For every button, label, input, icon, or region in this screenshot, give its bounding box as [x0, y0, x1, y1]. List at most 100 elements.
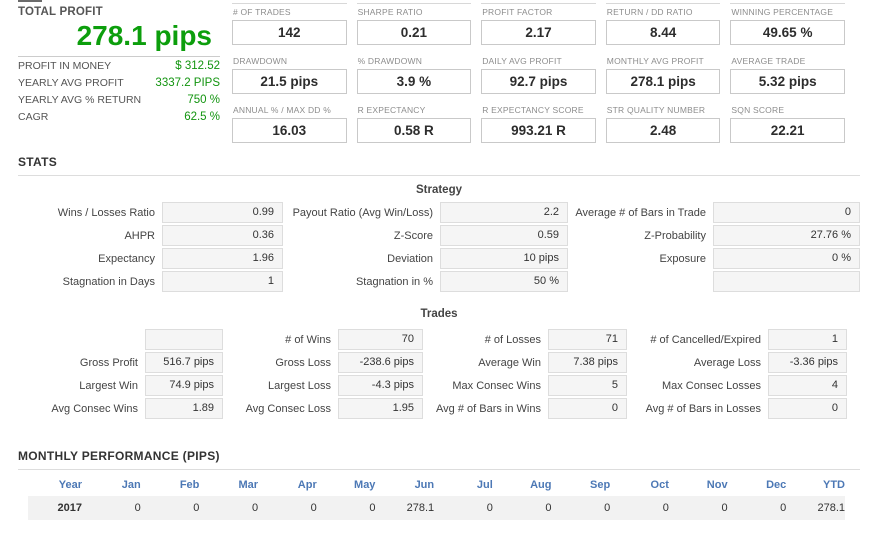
stat-label: # of Wins	[285, 333, 331, 346]
month-value-cell: 278.1	[817, 502, 845, 514]
metric-label: RETURN / DD RATIO	[605, 3, 721, 20]
summary-value: 750 %	[187, 94, 220, 106]
trades-subsection: Trades # of Wins 70 # of Losses 71 # of …	[18, 308, 860, 419]
month-header: Sep	[590, 478, 611, 491]
strategy-row: Wins / Losses Ratio 0.99 Payout Ratio (A…	[18, 202, 860, 223]
metric-label: DRAWDOWN	[233, 56, 288, 66]
stat-label: Deviation	[387, 252, 433, 265]
metric-cell: AVERAGE TRADE 5.32 pips	[730, 53, 845, 94]
stat-label: Stagnation in Days	[62, 275, 155, 288]
month-header: Dec	[766, 478, 787, 491]
metric-value-box: 0.21	[356, 20, 472, 45]
stat-value-box: 0	[768, 398, 847, 419]
stat-label: Average Win	[478, 356, 541, 369]
stat-label: Largest Win	[79, 379, 138, 392]
metric-label: R EXPECTANCY SCORE	[482, 105, 584, 115]
metrics-grid: # OF TRADES 142 SHARPE RATIO 0.21 PROFIT…	[232, 3, 845, 143]
stat-label: Largest Loss	[268, 379, 331, 392]
stat-value-box: 27.76 %	[713, 225, 860, 246]
stat-label: Avg # of Bars in Losses	[645, 402, 761, 415]
summary-value: 62.5 %	[184, 111, 220, 123]
trades-row: Gross Profit 516.7 pips Gross Loss -238.…	[18, 352, 860, 373]
metric-cell: DAILY AVG PROFIT 92.7 pips	[481, 53, 596, 94]
summary-row: CAGR 62.5 %	[18, 108, 220, 125]
stat-value-box	[713, 271, 860, 292]
month-header: Jan	[121, 478, 141, 491]
summary-row: YEARLY AVG % RETURN 750 %	[18, 91, 220, 108]
monthly-performance-title: MONTHLY PERFORMANCE (PIPS)	[18, 449, 220, 463]
metric-label: SQN SCORE	[731, 105, 785, 115]
stat-label: Avg # of Bars in Wins	[436, 402, 541, 415]
stat-value-box: 0.36	[162, 225, 283, 246]
month-header: Jun	[414, 478, 435, 491]
stat-value-box: 1.95	[338, 398, 423, 419]
month-value-cell: 0	[780, 502, 787, 514]
metric-cell: DRAWDOWN 21.5 pips	[232, 53, 347, 94]
stat-value-box: 50 %	[440, 271, 568, 292]
summary-row: YEARLY AVG PROFIT 3337.2 PIPS	[18, 74, 220, 91]
strategy-title: Strategy	[415, 184, 463, 196]
summary-label: PROFIT IN MONEY	[18, 60, 112, 72]
metric-value-box: 8.44	[605, 20, 721, 45]
metric-label: MONTHLY AVG PROFIT	[606, 56, 704, 66]
stat-value-box: 0 %	[713, 248, 860, 269]
metric-label: PROFIT FACTOR	[481, 3, 596, 20]
metric-label: SHARPE RATIO	[356, 3, 472, 20]
strategy-subsection: Strategy Wins / Losses Ratio 0.99 Payout…	[18, 184, 860, 292]
month-value-cell: 0	[545, 502, 552, 514]
strategy-row: Expectancy 1.96 Deviation 10 pips Exposu…	[18, 248, 860, 269]
stat-label: Average Loss	[693, 356, 761, 369]
total-profit-title: TOTAL PROFIT	[18, 6, 103, 18]
trades-row: Avg Consec Wins 1.89 Avg Consec Loss 1.9…	[18, 398, 860, 419]
stat-value-box: 5	[548, 375, 627, 396]
stat-label: Gross Profit	[79, 356, 138, 369]
stat-label: Payout Ratio (Avg Win/Loss)	[292, 206, 433, 219]
top-edge-fragment	[18, 0, 42, 2]
stat-value-box: 1.96	[162, 248, 283, 269]
stat-value-box: -238.6 pips	[338, 352, 423, 373]
stat-label: Z-Score	[393, 229, 433, 242]
stat-label: Wins / Losses Ratio	[57, 206, 155, 219]
stat-label: Avg Consec Loss	[245, 402, 331, 415]
metric-cell: % DRAWDOWN 3.9 %	[356, 53, 472, 94]
stat-value-box: 0	[713, 202, 860, 223]
summary-row: PROFIT IN MONEY $ 312.52	[18, 57, 220, 74]
month-header: Oct	[650, 478, 669, 491]
strategy-row: Stagnation in Days 1 Stagnation in % 50 …	[18, 271, 860, 292]
metric-cell: RETURN / DD RATIO 8.44	[605, 3, 721, 45]
metric-cell: R EXPECTANCY 0.58 R	[356, 102, 472, 143]
month-header: Jul	[476, 478, 493, 491]
stat-label: # of Losses	[484, 333, 541, 346]
stat-value-box: 10 pips	[440, 248, 568, 269]
month-value-cell: 0	[662, 502, 669, 514]
metric-cell: ANNUAL % / MAX DD % 16.03	[232, 102, 347, 143]
trades-row: # of Wins 70 # of Losses 71 # of Cancell…	[18, 329, 860, 350]
year-cell: 2017	[57, 502, 82, 514]
metric-cell: STR QUALITY NUMBER 2.48	[605, 102, 721, 143]
metric-label: R EXPECTANCY	[357, 105, 426, 115]
monthly-data-row: 2017 0 0 0 0 0 278.1 0 0 0 0 0 0 278.1	[28, 496, 845, 520]
trades-row: Largest Win 74.9 pips Largest Loss -4.3 …	[18, 375, 860, 396]
month-header: YTD	[823, 478, 845, 491]
stat-label: Max Consec Losses	[661, 379, 761, 392]
metric-label: DAILY AVG PROFIT	[482, 56, 562, 66]
metric-value-box: 142	[232, 20, 347, 45]
stat-label: Stagnation in %	[355, 275, 433, 288]
summary-label: CAGR	[18, 111, 49, 123]
metric-label: WINNING PERCENTAGE	[730, 3, 845, 20]
strategy-row: AHPR 0.36 Z-Score 0.59 Z-Probability 27.…	[18, 225, 860, 246]
month-value-cell: 0	[251, 502, 259, 514]
monthly-performance-section: MONTHLY PERFORMANCE (PIPS) Year Jan Feb …	[18, 449, 860, 520]
stat-label: Z-Probability	[644, 229, 706, 242]
metric-value-box: 22.21	[730, 118, 845, 143]
month-header: Mar	[238, 478, 259, 491]
total-profit-panel: TOTAL PROFIT 278.1 pips PROFIT IN MONEY …	[18, 3, 220, 143]
stat-value-box: 70	[338, 329, 423, 350]
stat-value-box: 7.38 pips	[548, 352, 627, 373]
monthly-table: Year Jan Feb Mar Apr May Jun Jul Aug Sep…	[28, 473, 845, 520]
metric-label: AVERAGE TRADE	[731, 56, 806, 66]
month-header: Year	[58, 478, 82, 491]
summary-value: 3337.2 PIPS	[155, 77, 220, 89]
stat-value-box: 1.89	[145, 398, 223, 419]
stats-section-title: STATS	[18, 155, 58, 169]
